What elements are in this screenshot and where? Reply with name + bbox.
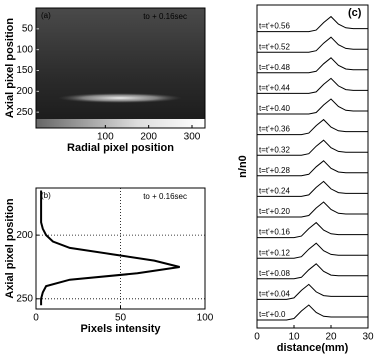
x-tick-label: 50 — [115, 313, 127, 324]
y-tick-label: 250 — [16, 293, 33, 304]
series-label: t=t'+0.48 — [259, 63, 290, 72]
x-axis-label: Radial pixel position — [67, 142, 174, 154]
profile-line — [257, 57, 368, 74]
y-tick-label: 100 — [16, 44, 33, 55]
image-floor — [36, 119, 205, 128]
image-background — [36, 8, 205, 128]
profile-line — [257, 77, 368, 94]
x-axis-label: distance(mm) — [277, 342, 349, 354]
x-tick-label: 300 — [184, 132, 201, 143]
profile-line — [257, 15, 368, 33]
profile-line — [257, 201, 368, 218]
x-tick-label: 10 — [288, 332, 300, 343]
series-label: t=t'+0.44 — [259, 84, 290, 93]
plot-frame — [35, 187, 206, 310]
x-tick-label: 100 — [97, 132, 114, 143]
panel-a-image — [36, 8, 205, 128]
profile-line — [257, 242, 368, 259]
series-label: t=t'+0.16 — [259, 228, 290, 237]
y-axis-label: n/n0 — [237, 155, 249, 178]
x-axis-label: Pixels intensity — [80, 323, 161, 335]
y-tick-label: 200 — [16, 86, 33, 97]
series-label: t=t'+0.08 — [259, 269, 290, 278]
y-tick-label: 50 — [22, 23, 34, 34]
panel-label: (b) — [41, 191, 51, 200]
profile-line — [257, 263, 368, 280]
x-tick-label: 30 — [362, 332, 374, 343]
series-label: t=t'+0.56 — [259, 22, 290, 31]
profile-line — [257, 283, 368, 300]
series-label: t=t'+0.24 — [259, 187, 290, 196]
series-label: t=t'+0.36 — [259, 125, 290, 134]
series-label: t=t'+0.12 — [259, 248, 290, 257]
image-glow — [58, 93, 182, 103]
intensity-line — [40, 190, 180, 306]
plot-frame — [35, 7, 206, 129]
x-tick-label: 100 — [197, 313, 214, 324]
y-axis-label: Axial pixel position — [4, 18, 16, 119]
y-tick-label: 200 — [16, 230, 33, 241]
profile-line — [257, 98, 368, 115]
x-tick-label: 20 — [325, 332, 337, 343]
profile-line — [257, 304, 368, 321]
y-tick-label: 250 — [16, 107, 33, 118]
profile-line — [257, 180, 368, 197]
x-tick-label: 0 — [254, 332, 260, 343]
profile-line — [257, 221, 368, 239]
profile-line — [257, 160, 368, 177]
panel-label: (c) — [348, 7, 362, 19]
annotation: to + 0.16sec — [143, 12, 187, 21]
x-tick-label: 0 — [33, 313, 39, 324]
y-tick-label: 150 — [16, 65, 33, 76]
plot-frame — [256, 4, 369, 329]
panel-label: (a) — [41, 11, 51, 20]
series-label: t=t'+0.32 — [259, 145, 290, 154]
series-label: t=t'+0.28 — [259, 166, 290, 175]
series-label: t=t'+0.20 — [259, 207, 290, 216]
y-axis-label: Axial pixel position — [4, 198, 16, 299]
profile-line — [257, 36, 368, 53]
series-label: t=t'+0.04 — [259, 290, 290, 299]
series-label: t=t'+0.40 — [259, 104, 290, 113]
x-tick-label: 200 — [140, 132, 157, 143]
series-label: t=t'+0.0 — [259, 310, 286, 319]
profile-line — [257, 139, 368, 156]
annotation: to + 0.16sec — [143, 192, 187, 201]
profile-line — [257, 118, 368, 136]
series-label: t=t'+0.52 — [259, 42, 290, 51]
